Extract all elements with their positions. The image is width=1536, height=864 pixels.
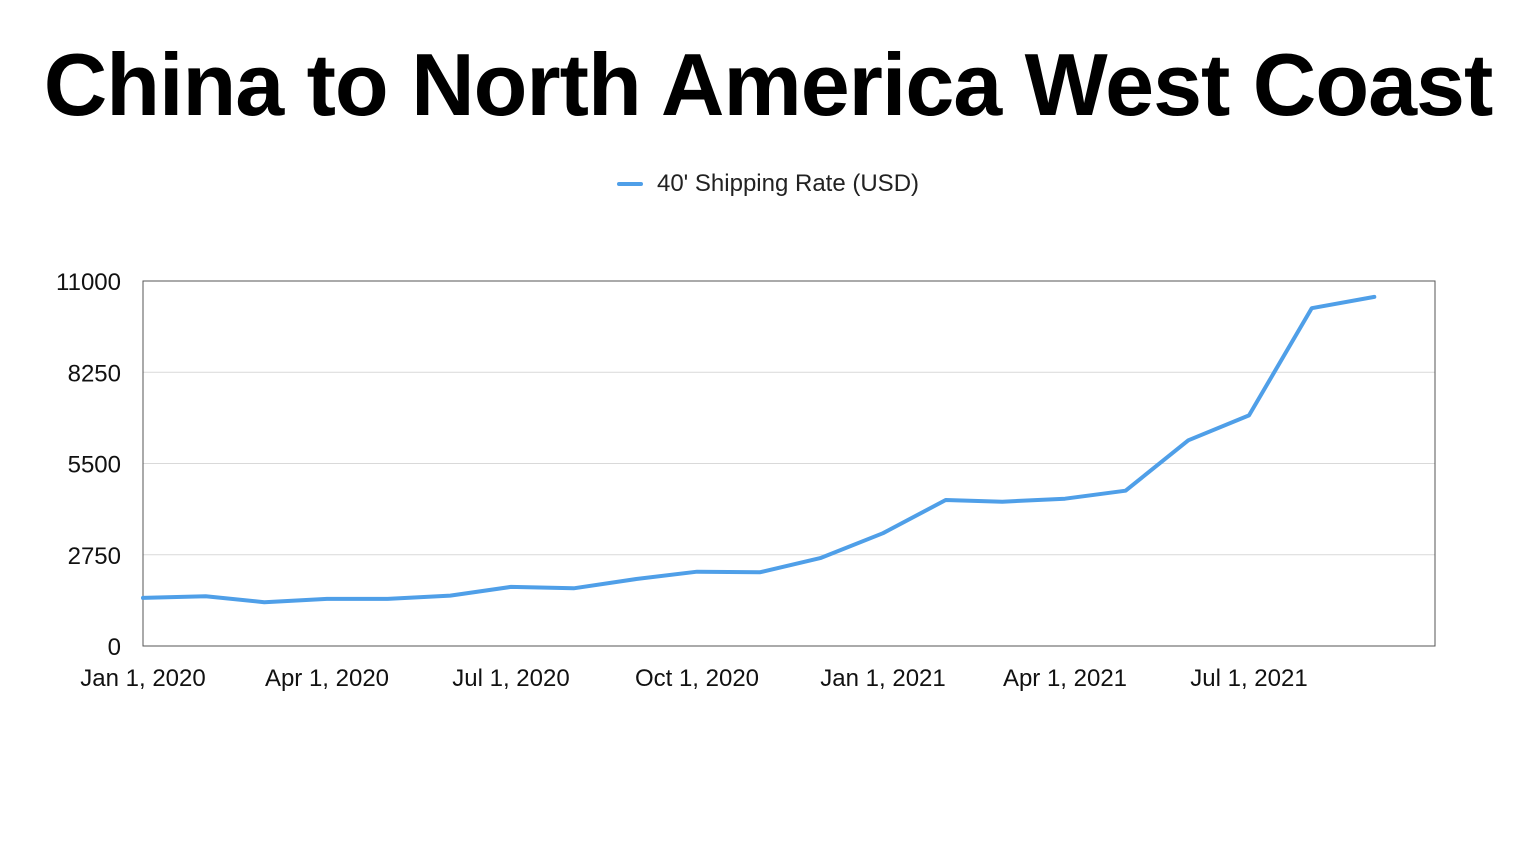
chart-title: China to North America West Coast: [43, 35, 1494, 134]
x-tick-label: Apr 1, 2020: [265, 665, 389, 692]
x-tick-label: Jul 1, 2021: [1190, 665, 1307, 692]
series-group: [141, 294, 1377, 605]
y-tick-label: 8250: [68, 360, 121, 387]
y-tick-label: 0: [108, 634, 121, 661]
y-tick-label: 2750: [68, 543, 121, 570]
y-tick-labels: 0 2750 5500 8250 11000: [56, 269, 121, 661]
plot-frame: [142, 280, 1436, 647]
y-tick-label: 5500: [68, 452, 121, 479]
x-tick-label: Jul 1, 2020: [452, 665, 569, 692]
plot-frame-group: [142, 280, 1436, 647]
legend-label: 40' Shipping Rate (USD): [656, 170, 920, 197]
legend: 40' Shipping Rate (USD): [0, 170, 1536, 198]
legend-swatch: [616, 182, 643, 186]
x-tick-label: Apr 1, 2021: [1003, 665, 1127, 692]
x-tick-labels: Jan 1, 2020 Apr 1, 2020 Jul 1, 2020 Oct 1, …: [80, 665, 1307, 692]
x-tick-label: Oct 1, 2020: [635, 665, 759, 692]
series-line: [141, 294, 1377, 605]
gridlines: [143, 371, 1435, 556]
x-tick-label: Jan 1, 2021: [820, 665, 945, 692]
y-tick-label: 11000: [56, 269, 121, 296]
x-tick-label: Jan 1, 2020: [80, 665, 205, 692]
